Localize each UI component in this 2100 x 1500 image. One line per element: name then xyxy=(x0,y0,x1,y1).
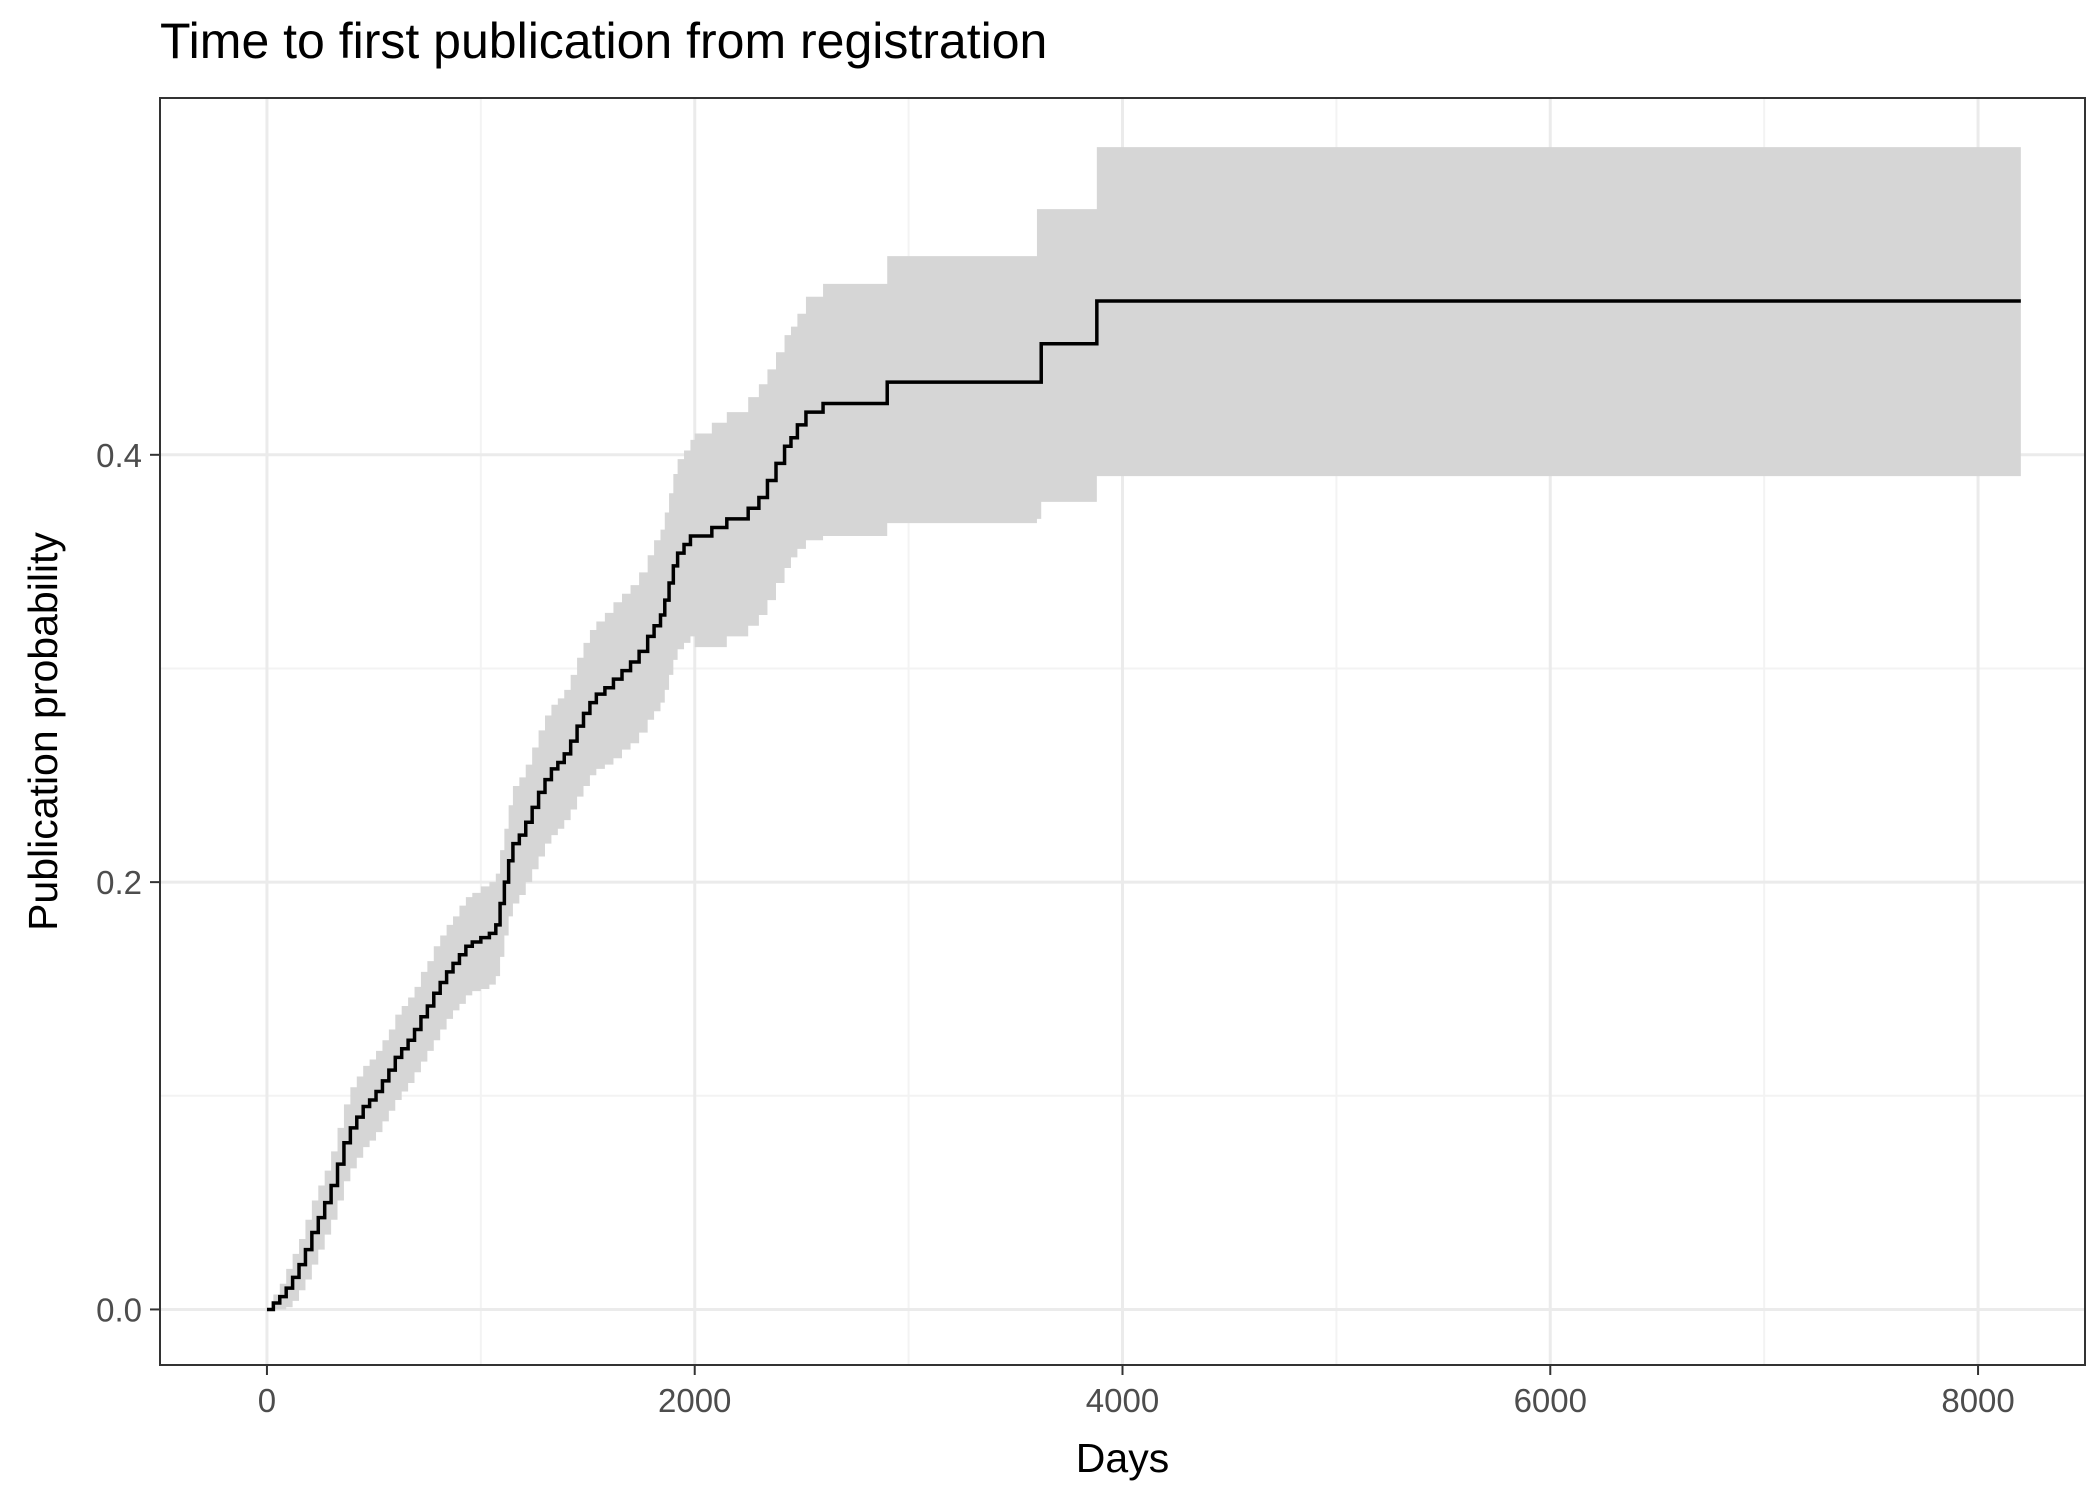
x-tick-label: 2000 xyxy=(658,1382,731,1419)
y-tick-label: 0.4 xyxy=(96,437,142,474)
y-tick-label: 0.0 xyxy=(96,1291,142,1328)
chart-title: Time to first publication from registrat… xyxy=(160,13,1048,69)
x-axis: 0 2000 4000 6000 8000 xyxy=(258,1365,2015,1419)
confidence-ribbon xyxy=(266,147,2021,1310)
y-tick-label: 0.2 xyxy=(96,864,142,901)
y-axis-title: Publication probability xyxy=(20,532,66,931)
x-tick-label: 8000 xyxy=(1941,1382,2014,1419)
km-step-line xyxy=(266,299,2021,1312)
x-axis-title: Days xyxy=(1076,1435,1169,1481)
x-tick-label: 4000 xyxy=(1086,1382,1159,1419)
x-tick-label: 6000 xyxy=(1514,1382,1587,1419)
x-tick-label: 0 xyxy=(258,1382,276,1419)
y-axis: 0.0 0.2 0.4 xyxy=(96,437,160,1328)
